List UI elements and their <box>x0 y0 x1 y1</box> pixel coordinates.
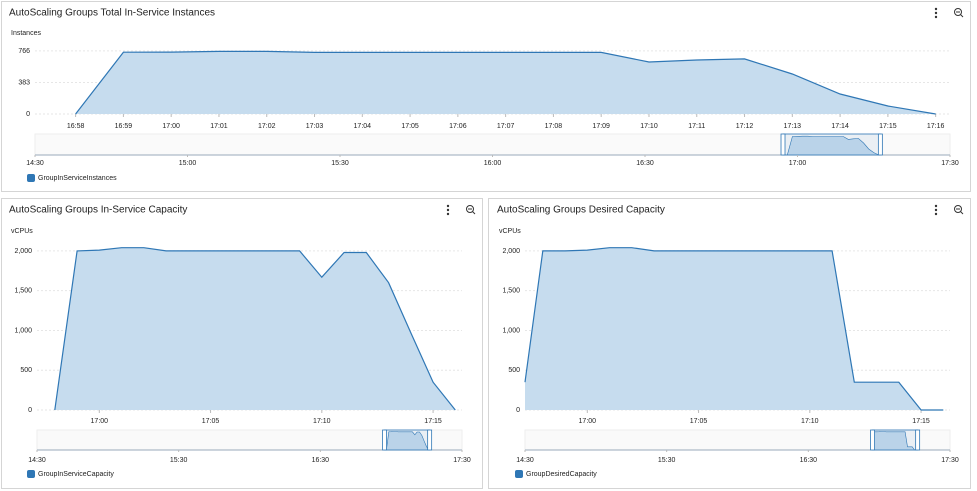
x-tick-label: 17:10 <box>801 418 819 425</box>
x-tick-label: 17:04 <box>354 123 372 130</box>
menu-icon[interactable] <box>934 204 938 216</box>
navigator-tick-label: 14:30 <box>26 160 44 167</box>
navigator-tick-label: 15:30 <box>170 457 188 464</box>
y-axis-label: vCPUs <box>11 228 33 235</box>
chart-title: AutoScaling Groups In-Service Capacity <box>9 205 187 216</box>
x-tick-label: 17:02 <box>258 123 276 130</box>
series-line <box>54 247 456 411</box>
y-axis-label: Instances <box>11 30 41 37</box>
navigator-area <box>386 431 429 450</box>
y-tick-label: 1,500 <box>14 288 32 295</box>
x-tick-label: 17:09 <box>592 123 610 130</box>
y-tick-label: 2,000 <box>502 248 520 255</box>
legend-label: GroupInServiceCapacity <box>38 471 114 478</box>
navigator-tick-label: 16:30 <box>800 457 818 464</box>
navigator-handle <box>427 429 433 451</box>
y-tick-label: 0 <box>28 407 32 414</box>
navigator-tick-label: 17:00 <box>789 160 807 167</box>
x-tick-label: 17:14 <box>831 123 849 130</box>
navigator-tick-label: 15:00 <box>179 160 197 167</box>
navigator-area <box>787 136 879 155</box>
x-tick-label: 17:10 <box>640 123 658 130</box>
navigator-handle <box>870 429 875 451</box>
area-fill <box>75 51 936 114</box>
x-tick-label: 17:12 <box>736 123 754 130</box>
legend-label: GroupDesiredCapacity <box>526 471 597 478</box>
x-tick-label: 17:13 <box>784 123 802 130</box>
legend-swatch <box>27 470 35 478</box>
navigator-line <box>872 431 917 451</box>
x-tick-label: 17:11 <box>688 123 705 130</box>
y-tick-label: 383 <box>18 79 30 86</box>
x-tick-label: 17:15 <box>879 123 897 130</box>
x-tick-label: 17:15 <box>424 418 442 425</box>
legend-label: GroupInServiceInstances <box>38 175 117 182</box>
navigator-handle <box>915 429 921 451</box>
x-tick-label: 17:08 <box>545 123 563 130</box>
navigator-window <box>384 429 431 451</box>
navigator-line <box>787 135 879 156</box>
legend-swatch <box>27 174 35 182</box>
navigator-tick-label: 16:00 <box>484 160 502 167</box>
navigator-area <box>872 431 917 450</box>
y-tick-label: 1,000 <box>14 327 32 334</box>
x-tick-label: 17:00 <box>91 418 109 425</box>
x-tick-label: 17:01 <box>210 123 228 130</box>
navigator-window <box>872 429 919 451</box>
chart-title: AutoScaling Groups Desired Capacity <box>497 205 665 216</box>
menu-icon[interactable] <box>934 7 938 19</box>
zoom-icon[interactable] <box>954 8 964 18</box>
navigator-tick-label: 15:30 <box>331 160 349 167</box>
navigator-tick-label: 17:30 <box>941 457 959 464</box>
series-line <box>75 50 936 115</box>
zoom-icon[interactable] <box>954 205 964 215</box>
x-tick-label: 17:07 <box>497 123 515 130</box>
x-tick-label: 17:05 <box>690 418 708 425</box>
legend-swatch <box>515 470 523 478</box>
navigator-handle <box>780 133 786 156</box>
x-tick-label: 17:00 <box>162 123 180 130</box>
x-tick-label: 17:05 <box>401 123 419 130</box>
x-tick-label: 17:03 <box>306 123 324 130</box>
y-axis-label: vCPUs <box>499 228 521 235</box>
series-line <box>524 247 944 411</box>
x-tick-label: 16:59 <box>115 123 133 130</box>
y-tick-label: 1,000 <box>502 327 520 334</box>
navigator-tick-label: 16:30 <box>636 160 654 167</box>
navigator-line <box>386 431 430 451</box>
y-tick-label: 1,500 <box>502 288 520 295</box>
y-tick-label: 500 <box>508 367 520 374</box>
y-tick-label: 2,000 <box>14 248 32 255</box>
navigator-tick-label: 14:30 <box>516 457 534 464</box>
chart-title: AutoScaling Groups Total In-Service Inst… <box>9 8 215 19</box>
x-tick-label: 17:05 <box>202 418 220 425</box>
x-tick-label: 17:06 <box>449 123 467 130</box>
navigator-window <box>782 133 881 156</box>
y-tick-label: 766 <box>18 48 30 55</box>
x-tick-label: 17:15 <box>912 418 930 425</box>
y-tick-label: 0 <box>516 407 520 414</box>
navigator-tick-label: 14:30 <box>28 457 46 464</box>
navigator-handle <box>877 133 883 156</box>
y-tick-label: 0 <box>26 111 30 118</box>
menu-icon[interactable] <box>446 204 450 216</box>
zoom-icon[interactable] <box>466 205 476 215</box>
area-fill <box>54 247 456 410</box>
navigator-tick-label: 15:30 <box>658 457 676 464</box>
navigator-handle <box>382 429 387 451</box>
navigator-tick-label: 17:30 <box>453 457 471 464</box>
y-tick-label: 500 <box>20 367 32 374</box>
navigator-tick-label: 17:30 <box>941 160 959 167</box>
x-tick-label: 17:10 <box>313 418 331 425</box>
x-tick-label: 17:00 <box>579 418 597 425</box>
x-tick-label: 17:16 <box>927 123 945 130</box>
area-fill <box>525 247 944 410</box>
navigator-tick-label: 16:30 <box>312 457 330 464</box>
x-tick-label: 16:58 <box>67 123 85 130</box>
